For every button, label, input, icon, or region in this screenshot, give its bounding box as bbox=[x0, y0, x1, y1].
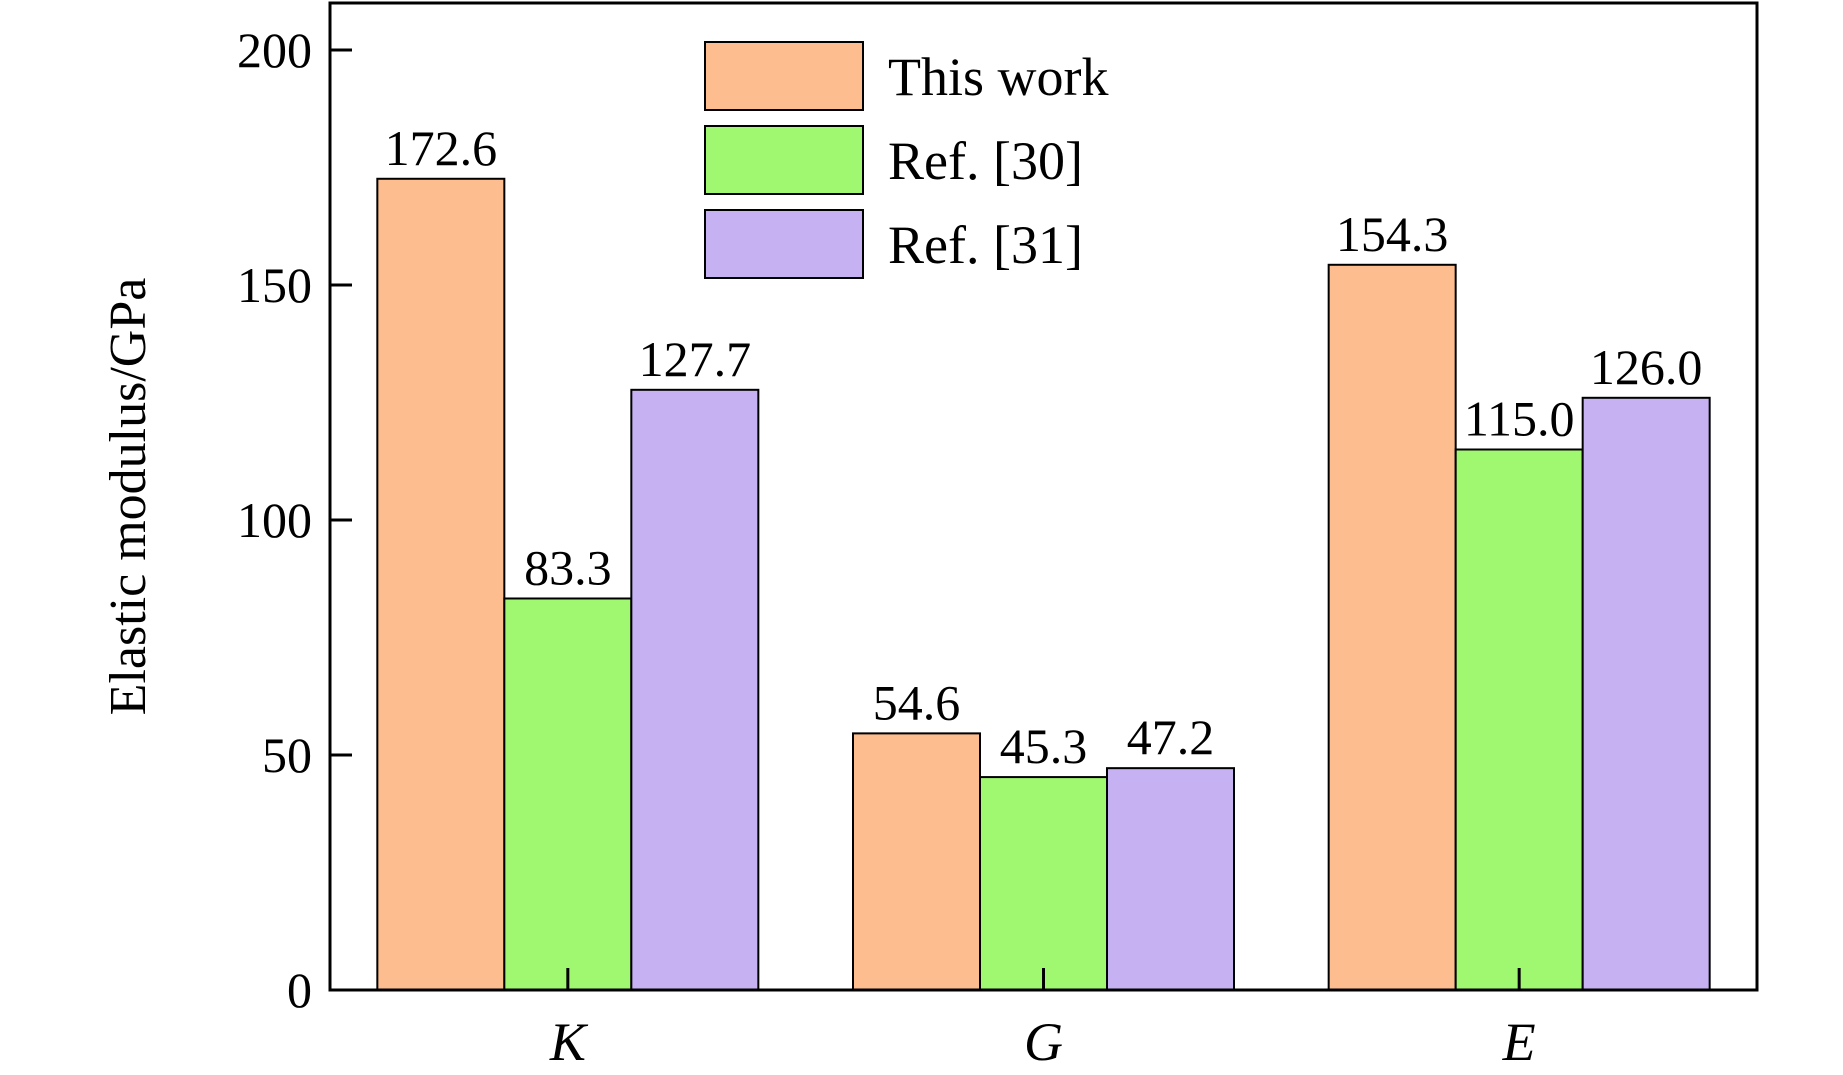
bars-group bbox=[376, 177, 1711, 992]
legend-swatch bbox=[704, 209, 864, 279]
legend-label: Ref. [31] bbox=[888, 215, 1083, 275]
bar bbox=[376, 177, 506, 991]
bar bbox=[503, 597, 633, 991]
y-tick-label: 100 bbox=[237, 492, 312, 548]
bar bbox=[630, 388, 760, 991]
data-label: 47.2 bbox=[1127, 709, 1215, 765]
data-label: 45.3 bbox=[1000, 718, 1088, 774]
bar bbox=[1581, 396, 1711, 991]
data-label: 115.0 bbox=[1464, 391, 1575, 447]
legend-swatch bbox=[704, 41, 864, 111]
y-tick-label: 200 bbox=[237, 22, 312, 78]
data-label: 154.3 bbox=[1336, 206, 1449, 262]
bar bbox=[1327, 263, 1457, 992]
data-labels-group: 172.6 83.3 127.7 54.6 45.3 47.2 154.3 115.0 126.… bbox=[385, 120, 1703, 774]
y-tick-label: 50 bbox=[262, 727, 312, 783]
x-category-label: E bbox=[1502, 1012, 1536, 1072]
x-category-label: K bbox=[549, 1012, 589, 1072]
data-label: 83.3 bbox=[524, 539, 612, 595]
y-tick-label: 0 bbox=[287, 962, 312, 1018]
data-label: 127.7 bbox=[639, 331, 752, 387]
legend-label: Ref. [30] bbox=[888, 131, 1083, 191]
bar bbox=[1106, 767, 1235, 991]
data-label: 172.6 bbox=[385, 120, 498, 176]
x-category-label: G bbox=[1024, 1012, 1063, 1072]
y-axis: 0 50 100 150 200 bbox=[237, 22, 352, 1018]
legend-label: This work bbox=[888, 47, 1108, 107]
legend-swatch bbox=[704, 125, 864, 195]
bar bbox=[979, 776, 1108, 992]
y-axis-title: Elastic modulus/GPa bbox=[100, 278, 157, 716]
bar bbox=[1454, 448, 1584, 991]
data-label: 126.0 bbox=[1590, 339, 1703, 395]
legend: This work Ref. [30] Ref. [31] bbox=[704, 41, 1108, 279]
y-tick-label: 150 bbox=[237, 257, 312, 313]
data-label: 54.6 bbox=[873, 674, 961, 730]
bar bbox=[852, 732, 981, 991]
